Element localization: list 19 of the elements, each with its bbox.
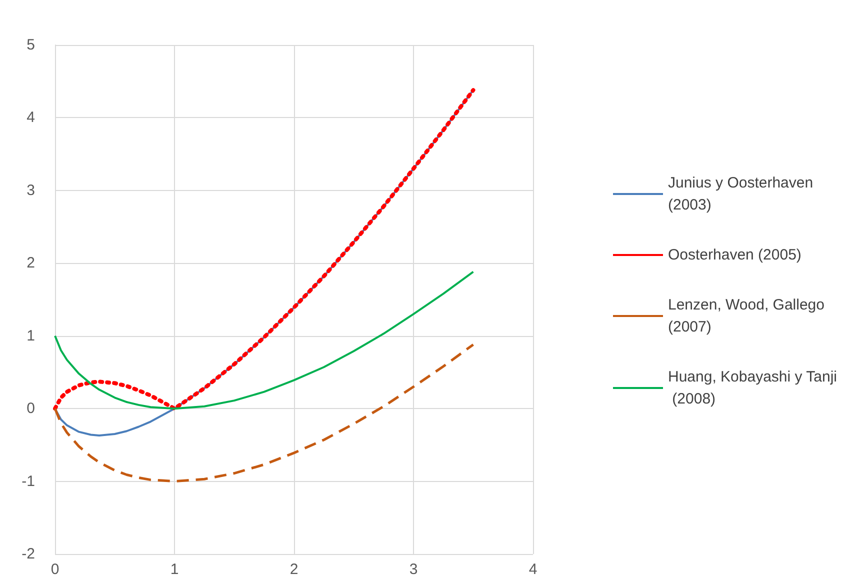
x-tick-label: 3 bbox=[409, 561, 418, 578]
line-series bbox=[54, 270, 474, 410]
x-tick-label: 0 bbox=[50, 561, 60, 578]
y-tick-label: 3 bbox=[26, 182, 35, 199]
y-tick-label: 0 bbox=[26, 400, 35, 418]
x-tick-label: 1 bbox=[170, 561, 179, 578]
y-tick-label: 1 bbox=[26, 327, 35, 344]
x-tick-label: 2 bbox=[290, 561, 298, 578]
legend-label: Oosterhaven (2005) bbox=[668, 246, 802, 264]
x-tick-label: 4 bbox=[528, 561, 538, 578]
y-tick-label: 4 bbox=[26, 109, 35, 126]
legend-label: Junius y Oosterhaven (2003) bbox=[668, 174, 818, 214]
line-series bbox=[54, 343, 474, 483]
y-tick-label: -1 bbox=[22, 472, 35, 490]
y-tick-label: -2 bbox=[22, 546, 35, 562]
y-tick-label: 2 bbox=[26, 254, 35, 272]
y-tick-label: 5 bbox=[26, 36, 35, 54]
legend-label: Huang, Kobayashi y Tanji (2008) bbox=[668, 368, 837, 408]
legend-label: Lenzen, Wood, Gallego (2007) bbox=[668, 296, 829, 336]
